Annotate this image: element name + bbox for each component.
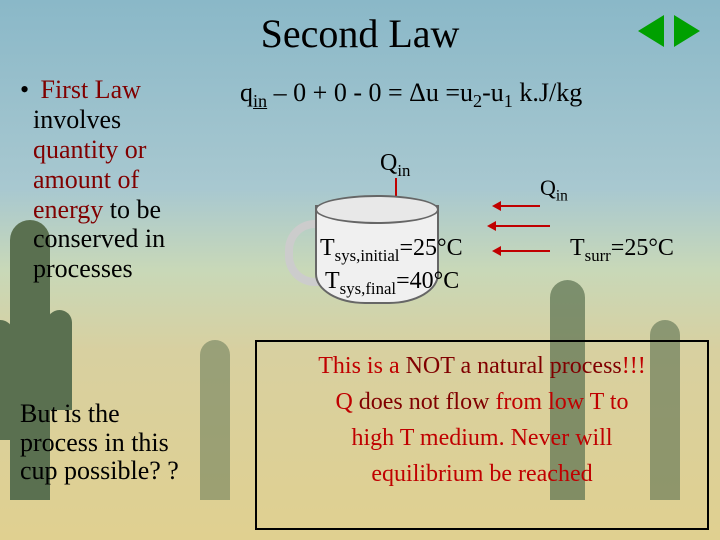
tsys-sub: sys,initial	[335, 246, 400, 265]
box-l1a: This is a	[318, 353, 405, 379]
tsurr-T: T	[570, 235, 585, 261]
qin-sub: in	[397, 161, 410, 180]
t-surr: Tsurr=25°C	[570, 235, 674, 266]
tsysf-sub: sys,final	[340, 279, 396, 298]
eq-q: q	[240, 78, 253, 107]
cup-top-icon	[315, 195, 439, 224]
qin-Q: Q	[380, 150, 397, 176]
bl-l3: cup possible? ?	[20, 456, 179, 485]
text-line: to be	[103, 195, 161, 224]
energy-equation: qin – 0 + 0 - 0 = Δu =u2-u1 k.J/kg	[240, 78, 582, 112]
left-bullet-text: • First Law involves quantity or amount …	[20, 75, 240, 284]
bullet-icon: •	[20, 75, 34, 105]
t-sys-initial: Tsys,initial=25°C	[320, 235, 463, 266]
energy-label: energy	[33, 195, 103, 224]
quantity-label: quantity or	[33, 135, 146, 164]
t-sys-final: Tsys,final=40°C	[325, 268, 459, 299]
prev-slide-button[interactable]	[638, 15, 664, 47]
heat-arrow-out-icon	[500, 250, 550, 252]
tsys-T: T	[320, 235, 335, 261]
box-l2c: from low T to	[489, 389, 628, 415]
eq-u2: 2	[473, 91, 482, 111]
box-l3: high T medium. Never will	[351, 425, 612, 451]
heat-arrow-out-icon	[495, 225, 550, 227]
tsurr-sub: surr	[585, 246, 611, 265]
tsysf-val: =40°C	[396, 268, 459, 294]
bl-l2: process in this	[20, 428, 169, 457]
tsurr-val: =25°C	[611, 235, 674, 261]
qin-sub: in	[556, 187, 568, 204]
box-l1c: !!!	[622, 353, 646, 379]
box-l1b: NOT a natural process	[406, 353, 622, 379]
bl-l1: But is the	[20, 399, 120, 428]
conclusion-box: This is a NOT a natural process!!! Q doe…	[255, 340, 709, 530]
first-law-label: First Law	[41, 75, 141, 104]
qin-label: Qin	[380, 150, 410, 181]
eq-qin-sub: in	[253, 91, 267, 111]
box-l4: equilibrium be reached	[371, 461, 592, 487]
qin-label-2: Qin	[540, 175, 568, 205]
box-l2b: does not flow	[359, 389, 490, 415]
slide-title: Second Law	[0, 10, 720, 57]
tsysf-T: T	[325, 268, 340, 294]
text-line: processes	[33, 254, 133, 283]
text-line: involves	[33, 105, 121, 134]
eq-units: k.J/kg	[513, 78, 582, 107]
tsys-val: =25°C	[399, 235, 462, 261]
amount-label: amount of	[33, 165, 139, 194]
bottom-left-question: But is the process in this cup possible?…	[20, 400, 250, 486]
next-slide-button[interactable]	[674, 15, 700, 47]
eq-mid: -u	[482, 78, 504, 107]
eq-u1: 1	[504, 91, 513, 111]
qin-Q: Q	[540, 175, 556, 200]
text-line: conserved in	[33, 224, 165, 253]
heat-arrow-out-icon	[500, 205, 540, 207]
eq-rest: – 0 + 0 - 0 = Δu =u	[267, 78, 473, 107]
nav-buttons	[632, 15, 700, 52]
box-l2a: Q	[335, 389, 358, 415]
